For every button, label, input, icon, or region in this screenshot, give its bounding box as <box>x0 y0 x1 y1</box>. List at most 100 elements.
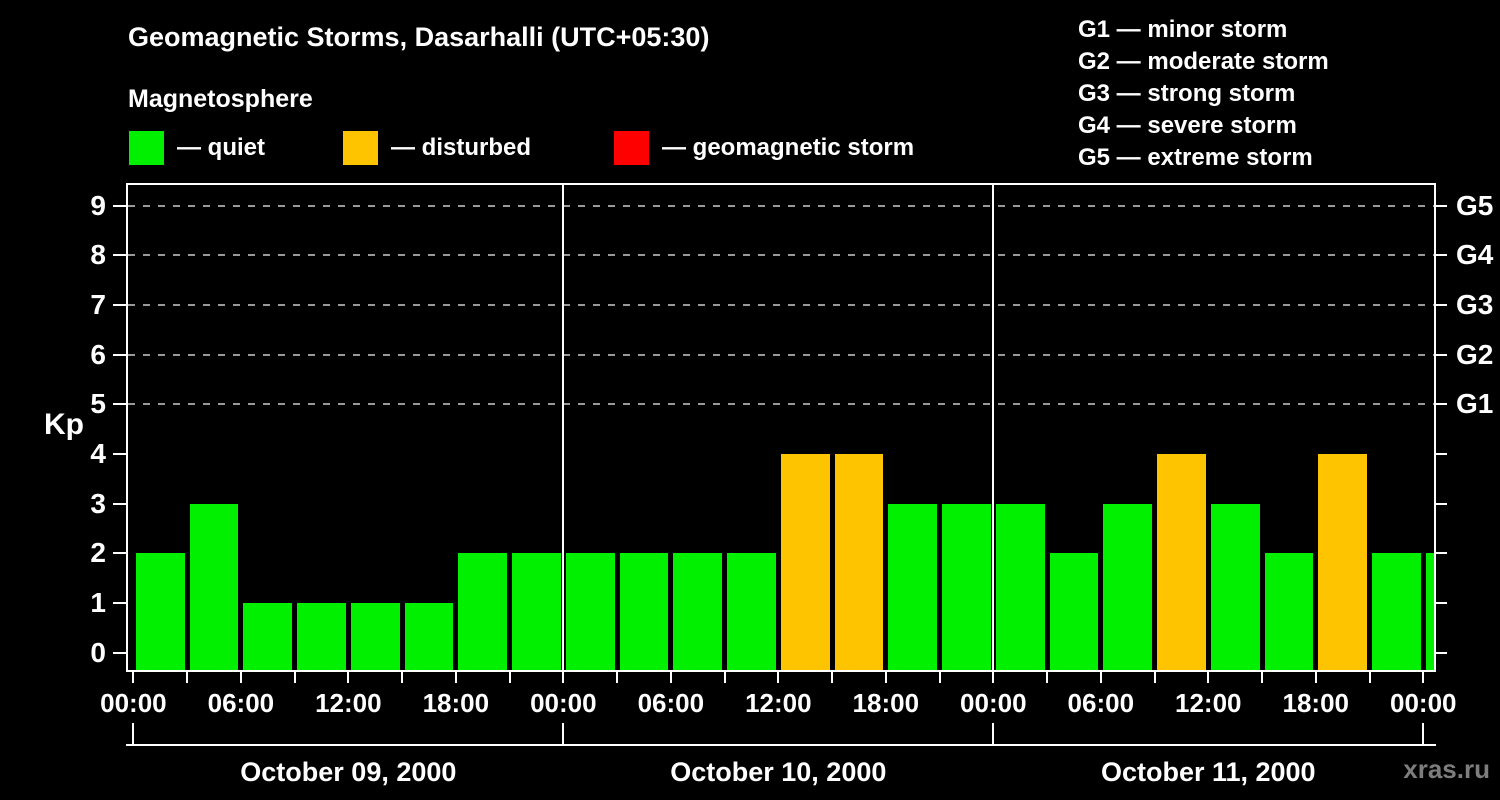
kp-bar <box>135 553 185 670</box>
date-label: October 11, 2000 <box>1100 757 1316 787</box>
x-tick-label: 06:00 <box>1067 688 1135 718</box>
y-tick <box>113 353 126 356</box>
g-scale-item: G1 — minor storm <box>1078 16 1288 43</box>
x-tick-label: 00:00 <box>1390 688 1457 718</box>
x-tick <box>401 670 404 683</box>
g-level-label: G4 <box>1456 239 1494 271</box>
y-tick <box>113 304 126 307</box>
right-tick <box>1434 552 1447 555</box>
y-tick-label: 7 <box>90 289 106 321</box>
kp-bar <box>1157 454 1206 670</box>
kp-bar <box>673 553 723 670</box>
y-tick-label: 5 <box>90 388 106 420</box>
x-tick <box>992 670 995 683</box>
g-scale-item: G5 — extreme storm <box>1078 144 1313 171</box>
subtitle-magnetosphere: Magnetosphere <box>128 85 313 113</box>
y-tick <box>113 453 126 456</box>
kp-bar <box>942 503 991 670</box>
kp-bar <box>727 553 776 670</box>
y-tick <box>113 254 126 257</box>
y-tick-label: 9 <box>90 189 106 221</box>
right-tick <box>1434 204 1447 207</box>
kp-bar <box>1318 454 1367 670</box>
right-tick <box>1434 502 1447 505</box>
x-tick <box>1368 670 1371 683</box>
x-tick-label: 18:00 <box>1282 688 1350 718</box>
y-tick <box>113 601 126 604</box>
x-tick <box>616 670 619 683</box>
g-scale-legend: G1 — minor storm G2 — moderate storm G3 … <box>1078 14 1329 174</box>
x-tick <box>562 670 565 683</box>
kp-bar <box>1372 553 1421 670</box>
x-tick-label: 18:00 <box>422 688 490 718</box>
x-tick-label: 18:00 <box>852 688 920 718</box>
kp-bar <box>619 553 669 670</box>
date-bracket <box>126 744 1436 746</box>
legend-swatch-storm <box>614 131 649 165</box>
y-tick-label: 2 <box>90 537 106 569</box>
legend-label-quiet: — quiet <box>177 134 265 161</box>
kp-bar <box>404 602 454 670</box>
gridline <box>128 254 1434 257</box>
date-bracket-tick <box>992 723 995 746</box>
right-tick <box>1434 304 1447 307</box>
date-label: October 09, 2000 <box>240 757 457 787</box>
x-tick <box>938 670 941 683</box>
date-bracket-tick <box>132 723 135 746</box>
x-tick <box>1314 670 1317 683</box>
legend-swatch-quiet <box>129 131 164 165</box>
x-tick <box>293 670 296 683</box>
day-divider <box>562 185 565 670</box>
y-axis-label: Kp <box>44 408 84 441</box>
right-tick <box>1434 254 1447 257</box>
kp-bar <box>458 553 508 670</box>
x-tick <box>1153 670 1156 683</box>
x-tick-label: 06:00 <box>637 688 705 718</box>
kp-bar <box>243 602 293 670</box>
x-tick <box>669 670 672 683</box>
x-tick <box>1046 670 1049 683</box>
y-tick <box>113 204 126 207</box>
y-tick <box>113 502 126 505</box>
kp-bar <box>189 503 239 670</box>
date-bracket-tick <box>1422 723 1425 746</box>
right-tick <box>1434 353 1447 356</box>
gridline <box>128 304 1434 307</box>
gridline <box>128 353 1434 356</box>
kp-bar <box>1049 553 1099 670</box>
x-tick <box>132 670 135 683</box>
plot-clip-region <box>128 185 1434 670</box>
x-tick-label: 00:00 <box>100 688 167 718</box>
kp-bar <box>512 553 561 670</box>
date-label: October 10, 2000 <box>670 757 887 787</box>
x-tick <box>1099 670 1102 683</box>
x-tick <box>1422 670 1425 683</box>
g-scale-item: G2 — moderate storm <box>1078 48 1329 75</box>
x-tick <box>1207 670 1210 683</box>
g-level-label: G3 <box>1456 289 1494 321</box>
x-tick-label: 12:00 <box>315 688 382 718</box>
g-level-label: G2 <box>1456 338 1494 370</box>
kp-bar <box>297 602 346 670</box>
gridline <box>128 204 1434 207</box>
g-level-label: G1 <box>1456 388 1494 420</box>
plot-area: 0 1 2 3 4 5 6 7 8 9 G1 G2 G3 G4 G5 00:00 06:00 12:00 18:00… <box>90 183 1493 787</box>
watermark: xras.ru <box>1403 754 1490 784</box>
x-tick <box>884 670 887 683</box>
x-tick <box>454 670 457 683</box>
kp-bar <box>350 602 400 670</box>
date-bracket-tick <box>562 723 565 746</box>
y-tick <box>113 552 126 555</box>
x-tick <box>239 670 242 683</box>
y-tick <box>113 403 126 406</box>
y-tick-label: 8 <box>90 239 106 271</box>
y-tick-label: 3 <box>90 487 106 519</box>
x-tick <box>777 670 780 683</box>
y-tick-label: 0 <box>90 636 106 668</box>
x-tick-label: 00:00 <box>530 688 597 718</box>
kp-bar <box>1103 503 1153 670</box>
x-tick <box>1261 670 1264 683</box>
kp-bar <box>888 503 938 670</box>
x-tick-label: 12:00 <box>1175 688 1242 718</box>
